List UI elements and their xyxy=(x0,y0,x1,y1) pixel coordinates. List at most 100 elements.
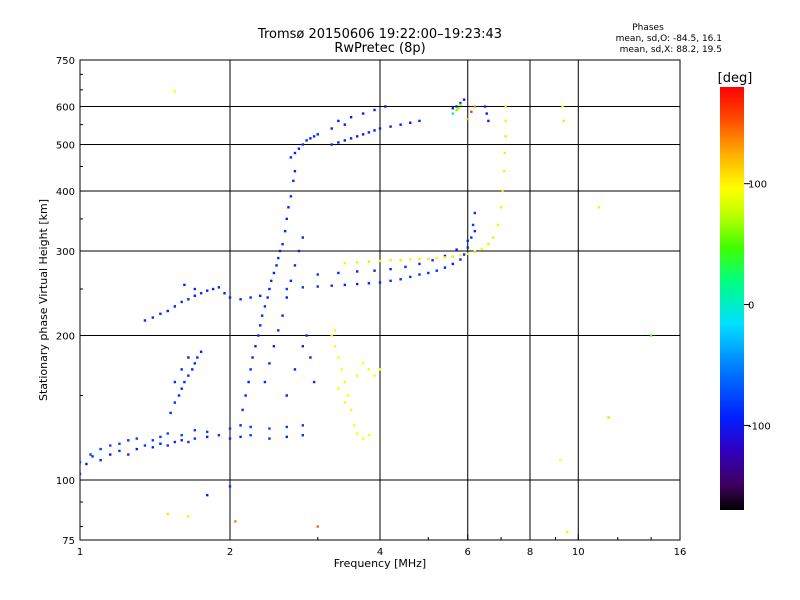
scatter-point xyxy=(260,314,264,317)
scatter-point xyxy=(285,435,288,439)
scatter-point xyxy=(343,261,347,265)
scatter-point xyxy=(349,408,353,412)
scatter-point xyxy=(187,374,190,377)
scatter-point xyxy=(418,273,421,276)
scatter-point xyxy=(451,107,455,110)
scatter-point xyxy=(409,275,412,279)
y-axis-ticks: 75 100 200 300 400 500 600 750 xyxy=(56,56,86,547)
stats-heading: Phases xyxy=(632,23,664,33)
scatter-point xyxy=(251,356,254,359)
scatter-point xyxy=(193,294,197,297)
scatter-point xyxy=(457,107,460,110)
scatter-point xyxy=(367,260,371,263)
scatter-point xyxy=(173,90,177,93)
scatter-point xyxy=(292,179,295,183)
scatter-point xyxy=(159,435,162,439)
scatter-point xyxy=(277,329,280,332)
scatter-point xyxy=(337,387,340,390)
scatter-point xyxy=(177,394,181,397)
scatter-point xyxy=(316,133,319,136)
scatter-point xyxy=(466,246,469,249)
scatter-point xyxy=(249,296,252,299)
scatter-point xyxy=(466,239,469,243)
scatter-point xyxy=(361,112,365,115)
scatter-point xyxy=(281,314,284,317)
scatter-point xyxy=(199,350,203,353)
scatter-point xyxy=(166,444,169,447)
y-tick-label: 500 xyxy=(56,141,75,152)
scatter-point xyxy=(443,254,447,258)
scatter-point xyxy=(389,259,392,262)
scatter-point xyxy=(473,229,477,233)
scatter-point xyxy=(418,119,421,123)
scatter-point xyxy=(301,345,305,348)
data-points xyxy=(80,90,653,534)
scatter-point xyxy=(473,250,477,253)
scatter-point xyxy=(485,112,488,115)
scatter-point xyxy=(228,427,232,430)
scatter-point xyxy=(234,520,237,523)
scatter-point xyxy=(330,284,333,287)
scatter-point xyxy=(312,380,316,384)
scatter-point xyxy=(607,416,610,419)
scatter-point xyxy=(355,270,359,273)
scatter-point xyxy=(289,195,293,198)
scatter-point xyxy=(89,453,92,456)
scatter-point xyxy=(301,433,305,437)
scatter-point xyxy=(389,279,392,283)
x-axis-ticks: 1 2 4 6 8 10 16 xyxy=(77,534,686,558)
scatter-point xyxy=(272,345,276,348)
scatter-point xyxy=(316,285,319,288)
grid-lines xyxy=(80,60,680,540)
scatter-point xyxy=(559,458,562,462)
scatter-point xyxy=(404,265,407,269)
scatter-point xyxy=(297,249,301,253)
scatter-point xyxy=(455,105,458,108)
scatter-point xyxy=(151,316,155,319)
chart-title: Tromsø 20150606 19:22:00–19:23:43 xyxy=(257,27,502,42)
scatter-point xyxy=(455,248,458,251)
scatter-point xyxy=(249,433,252,437)
scatter-point xyxy=(166,309,169,313)
scatter-point xyxy=(309,137,312,140)
scatter-point xyxy=(343,139,347,142)
scatter-point xyxy=(352,424,356,427)
scatter-point xyxy=(343,401,347,404)
scatter-point xyxy=(205,493,209,497)
scatter-point xyxy=(289,156,293,159)
scatter-point xyxy=(266,296,269,299)
scatter-point xyxy=(297,147,301,150)
stats-o-mode: mean, sd,O: -84.5, 16.1 xyxy=(616,34,722,44)
scatter-point xyxy=(247,380,250,384)
scatter-point xyxy=(305,139,308,142)
scatter-point xyxy=(409,258,412,261)
colorbar xyxy=(720,87,744,510)
scatter-point xyxy=(249,368,252,371)
scatter-point xyxy=(109,453,112,456)
x-tick-label: 2 xyxy=(227,547,233,558)
scatter-point xyxy=(80,460,82,464)
scatter-point xyxy=(409,121,412,124)
scatter-point xyxy=(355,432,359,435)
scatter-point xyxy=(473,105,477,108)
colorbar-ticks: 100 0 -100 xyxy=(744,180,771,432)
scatter-point xyxy=(455,108,458,112)
scatter-point xyxy=(85,462,88,466)
scatter-point xyxy=(361,362,365,365)
scatter-point xyxy=(166,512,169,516)
scatter-point xyxy=(259,324,262,327)
scatter-point xyxy=(91,455,94,458)
scatter-point xyxy=(289,279,293,283)
scatter-point xyxy=(293,264,297,267)
scatter-point xyxy=(330,127,333,130)
scatter-point xyxy=(183,283,186,287)
scatter-point xyxy=(435,256,438,260)
scatter-point xyxy=(343,283,347,287)
scatter-point xyxy=(193,362,197,365)
scatter-point xyxy=(259,294,262,297)
chart-subtitle: RwPretec (8p) xyxy=(334,41,425,56)
scatter-point xyxy=(565,530,569,534)
scatter-point xyxy=(223,292,226,295)
scatter-point xyxy=(427,271,430,275)
scatter-point xyxy=(373,129,376,132)
